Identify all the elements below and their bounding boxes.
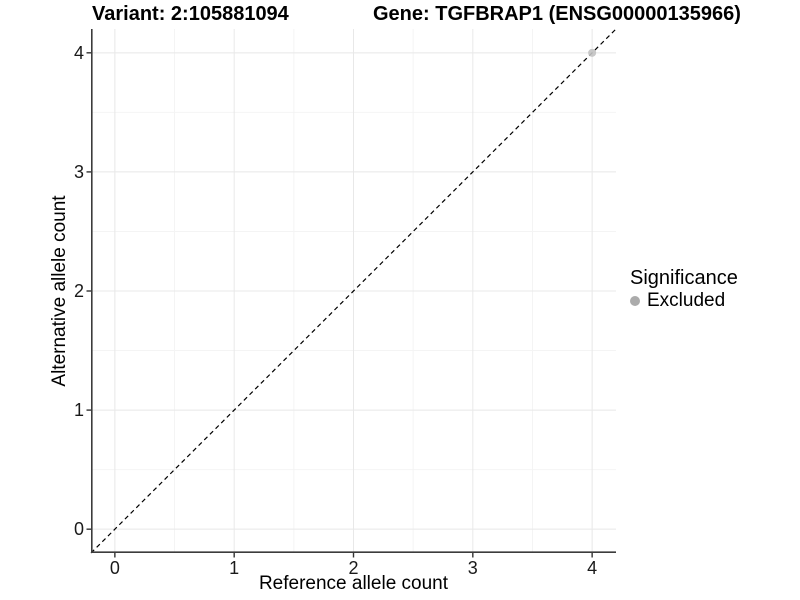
data-point-excluded (588, 48, 597, 57)
y-tick-label: 3 (73, 161, 84, 182)
gene-title: Gene: TGFBRAP1 (ENSG00000135966) (373, 3, 741, 25)
y-tick-label: 2 (73, 281, 84, 301)
y-tick-label: 1 (73, 400, 84, 421)
x-tick-label: 2 (348, 558, 359, 578)
variant-title: Variant: 2:105881094 (92, 3, 289, 25)
excluded-legend-dot-icon (630, 296, 640, 306)
x-axis-title: Reference allele count (258, 573, 449, 594)
identity-dashed-line (90, 28, 617, 554)
legend-item-label: Excluded (647, 290, 726, 311)
x-tick-label: 3 (467, 558, 478, 578)
plot-panel (86, 28, 617, 558)
y-tick-label: 4 (73, 42, 84, 63)
x-tick-label: 4 (587, 558, 598, 578)
legend-title: Significance (630, 267, 738, 289)
y-tick-label: 0 (73, 519, 84, 540)
x-tick-label: 1 (229, 558, 240, 578)
x-tick-label: 0 (109, 558, 120, 578)
plot-panel-svg (86, 28, 617, 558)
legend-item-excluded: Excluded (630, 290, 725, 312)
